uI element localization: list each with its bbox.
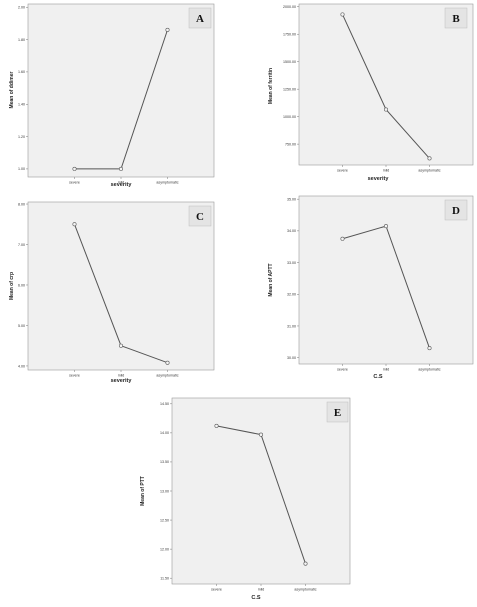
y-tick-label-b: 750.00	[285, 142, 296, 146]
x-tick-label-c: mild	[118, 374, 125, 378]
data-point-b	[340, 12, 345, 17]
data-point-c	[119, 343, 124, 348]
x-tick-label-d: mild	[383, 368, 390, 372]
y-tick-label-b: 1500.00	[283, 60, 296, 64]
y-tick-label-e: 13.00	[160, 489, 169, 493]
data-point-a	[72, 166, 77, 171]
x-tick-label-a: asymptomatic	[156, 181, 178, 185]
y-tick-label-c: 8.00	[18, 202, 25, 206]
y-tick-label-a: 1.00	[18, 167, 25, 171]
x-tick-label-a: mild	[118, 181, 125, 185]
data-point-c	[72, 222, 77, 227]
y-tick-label-c: 7.00	[18, 243, 25, 247]
y-tick-label-e: 12.00	[160, 547, 169, 551]
x-tick-label-e: mild	[258, 588, 265, 592]
y-axis-label-d: Mean of APTT	[268, 263, 274, 296]
panel-letter-e: E	[334, 407, 341, 419]
y-tick-label-e: 13.50	[160, 460, 169, 464]
y-tick-label-b: 2000.00	[283, 5, 296, 9]
y-tick-label-a: 1.80	[18, 38, 25, 42]
y-tick-label-a: 1.40	[18, 103, 25, 107]
x-tick-label-a: severe	[69, 181, 80, 185]
y-tick-label-d: 35.00	[287, 197, 296, 201]
x-tick-label-c: severe	[69, 374, 80, 378]
data-point-e	[303, 561, 308, 566]
panel-letter-d: D	[452, 205, 460, 217]
panel-letter-a: A	[196, 13, 204, 25]
x-axis-label-d: C.S	[373, 374, 383, 380]
data-point-b	[384, 107, 389, 112]
data-point-a	[165, 27, 170, 32]
x-tick-label-e: asymptomatic	[294, 588, 316, 592]
y-axis-label-e: Mean of PTT	[140, 476, 146, 506]
chart-panel-c: C Mean of crp severity 4.00 5.00 6.00 7.00 8…	[9, 201, 215, 384]
chart-panel-e: E Mean of PTT C.S 11.50 12.00 12.50 13.00 13…	[140, 397, 351, 601]
data-point-e	[214, 423, 219, 428]
y-axis-label-a: Mean of ddimer	[9, 71, 15, 108]
y-tick-label-c: 4.00	[18, 364, 25, 368]
data-point-d	[340, 236, 345, 241]
chart-panel-b: B Mean of ferritin severity 750.00 1000.0…	[268, 3, 474, 182]
y-tick-label-d: 30.00	[287, 356, 296, 360]
y-tick-label-a: 2.00	[18, 6, 25, 10]
x-axis-label-a: severity	[111, 182, 133, 188]
chart-panel-d: D Mean of APTT C.S 30.00 31.00 32.00 33.00 3…	[268, 195, 474, 380]
y-tick-label-e: 11.50	[160, 576, 169, 580]
x-axis-label-c: severity	[111, 378, 133, 384]
panel-letter-c: C	[196, 211, 204, 223]
panel-letter-b: B	[452, 13, 460, 25]
y-tick-label-d: 31.00	[287, 324, 296, 328]
x-tick-label-b: severe	[337, 169, 348, 173]
x-tick-label-d: severe	[337, 368, 348, 372]
x-tick-label-b: asymptomatic	[418, 169, 440, 173]
data-point-a	[119, 166, 124, 171]
y-axis-label-b: Mean of ferritin	[268, 68, 274, 104]
y-tick-label-a: 1.20	[18, 135, 25, 139]
y-tick-label-c: 6.00	[18, 283, 25, 287]
data-point-b	[427, 156, 432, 161]
y-tick-label-c: 5.00	[18, 324, 25, 328]
y-tick-label-a: 1.60	[18, 70, 25, 74]
x-tick-label-b: mild	[383, 169, 390, 173]
y-tick-label-d: 33.00	[287, 261, 296, 265]
data-point-d	[427, 346, 432, 351]
x-tick-label-d: asymptomatic	[418, 368, 440, 372]
data-point-e	[259, 432, 264, 437]
y-tick-label-e: 14.00	[160, 431, 169, 435]
y-tick-label-b: 1750.00	[283, 33, 296, 37]
y-tick-label-e: 14.50	[160, 402, 169, 406]
x-tick-label-c: asymptomatic	[156, 374, 178, 378]
x-tick-label-e: severe	[211, 588, 222, 592]
chart-panel-a: A Mean of ddimer severity 1.00 1.20 1.40 1.…	[9, 3, 215, 188]
y-tick-label-b: 1000.00	[283, 115, 296, 119]
x-axis-label-b: severity	[368, 176, 390, 182]
y-tick-label-b: 1250.00	[283, 87, 296, 91]
y-tick-label-d: 34.00	[287, 229, 296, 233]
x-axis-label-e: C.S	[251, 595, 261, 601]
y-tick-label-e: 12.50	[160, 518, 169, 522]
data-point-d	[384, 224, 389, 229]
data-point-c	[165, 360, 170, 365]
y-axis-label-c: Mean of crp	[9, 272, 15, 300]
y-tick-label-d: 32.00	[287, 293, 296, 297]
